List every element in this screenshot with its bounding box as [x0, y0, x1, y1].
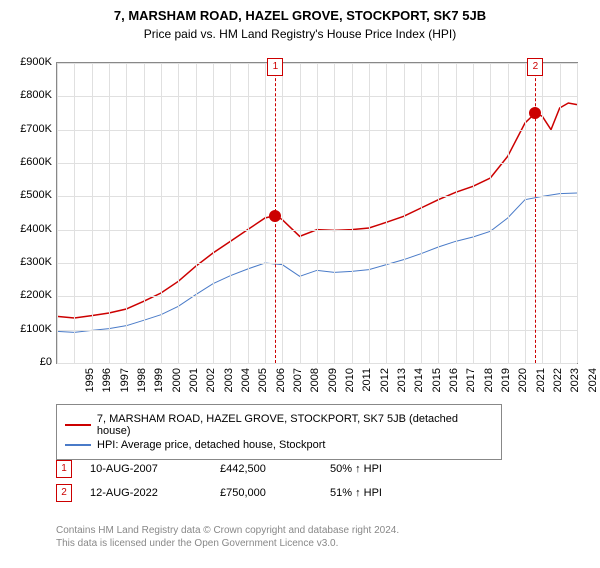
callout-date: 10-AUG-2007: [90, 463, 220, 475]
x-tick-label: 2001: [188, 368, 200, 398]
y-tick-label: £300K: [12, 256, 52, 268]
plot-area: [56, 62, 578, 364]
x-tick-label: 2009: [327, 368, 339, 398]
x-tick-label: 1996: [101, 368, 113, 398]
callout-table: 1 10-AUG-2007£442,50050% ↑ HPI 2 12-AUG-202…: [56, 454, 440, 508]
x-tick-label: 2005: [257, 368, 269, 398]
callout-row: 2 12-AUG-2022£750,00051% ↑ HPI: [56, 484, 440, 502]
x-tick-label: 2017: [465, 368, 477, 398]
x-tick-label: 2015: [431, 368, 443, 398]
x-tick-label: 2024: [587, 368, 599, 398]
legend-row: 7, MARSHAM ROAD, HAZEL GROVE, STOCKPORT,…: [65, 413, 493, 437]
callout-pct: 51% ↑ HPI: [330, 487, 440, 499]
x-tick-label: 2022: [552, 368, 564, 398]
x-tick-label: 2011: [361, 368, 373, 398]
y-tick-label: £0: [12, 356, 52, 368]
x-tick-label: 1995: [84, 368, 96, 398]
callout-marker: [529, 107, 541, 119]
legend-swatch: [65, 444, 91, 446]
x-tick-label: 2013: [396, 368, 408, 398]
callout-price: £442,500: [220, 463, 330, 475]
x-tick-label: 1999: [153, 368, 165, 398]
footer-line-2: This data is licensed under the Open Gov…: [56, 537, 399, 550]
legend-swatch: [65, 424, 91, 426]
callout-numbox: 2: [527, 58, 543, 76]
callout-pct: 50% ↑ HPI: [330, 463, 440, 475]
chart-container: 7, MARSHAM ROAD, HAZEL GROVE, STOCKPORT,…: [0, 8, 600, 568]
chart-title: 7, MARSHAM ROAD, HAZEL GROVE, STOCKPORT,…: [0, 8, 600, 23]
x-tick-label: 2018: [483, 368, 495, 398]
footer-line-1: Contains HM Land Registry data © Crown c…: [56, 524, 399, 537]
callout-price: £750,000: [220, 487, 330, 499]
callout-numbox-small: 1: [56, 460, 72, 478]
y-tick-label: £900K: [12, 56, 52, 68]
footer-text: Contains HM Land Registry data © Crown c…: [56, 524, 399, 550]
x-tick-label: 2004: [240, 368, 252, 398]
x-tick-label: 2012: [379, 368, 391, 398]
x-tick-label: 2006: [275, 368, 287, 398]
y-tick-label: £400K: [12, 223, 52, 235]
x-tick-label: 2010: [344, 368, 356, 398]
callout-numbox-small: 2: [56, 484, 72, 502]
x-tick-label: 2003: [223, 368, 235, 398]
x-tick-label: 2008: [309, 368, 321, 398]
chart-subtitle: Price paid vs. HM Land Registry's House …: [0, 27, 600, 41]
x-tick-label: 2014: [413, 368, 425, 398]
x-tick-label: 2000: [171, 368, 183, 398]
y-tick-label: £700K: [12, 123, 52, 135]
x-tick-label: 2023: [569, 368, 581, 398]
x-tick-label: 1997: [119, 368, 131, 398]
callout-numbox: 1: [267, 58, 283, 76]
legend-label: HPI: Average price, detached house, Stoc…: [97, 439, 326, 451]
callout-date: 12-AUG-2022: [90, 487, 220, 499]
y-tick-label: £600K: [12, 156, 52, 168]
x-tick-label: 2016: [448, 368, 460, 398]
x-tick-label: 2020: [517, 368, 529, 398]
callout-marker: [269, 210, 281, 222]
x-tick-label: 2007: [292, 368, 304, 398]
y-tick-label: £800K: [12, 89, 52, 101]
callout-row: 1 10-AUG-2007£442,50050% ↑ HPI: [56, 460, 440, 478]
y-tick-label: £200K: [12, 289, 52, 301]
y-tick-label: £500K: [12, 189, 52, 201]
legend: 7, MARSHAM ROAD, HAZEL GROVE, STOCKPORT,…: [56, 404, 502, 460]
y-tick-label: £100K: [12, 323, 52, 335]
legend-row: HPI: Average price, detached house, Stoc…: [65, 439, 493, 451]
x-tick-label: 2002: [205, 368, 217, 398]
x-tick-label: 2021: [535, 368, 547, 398]
legend-label: 7, MARSHAM ROAD, HAZEL GROVE, STOCKPORT,…: [97, 413, 493, 437]
x-tick-label: 1998: [136, 368, 148, 398]
x-tick-label: 2019: [500, 368, 512, 398]
